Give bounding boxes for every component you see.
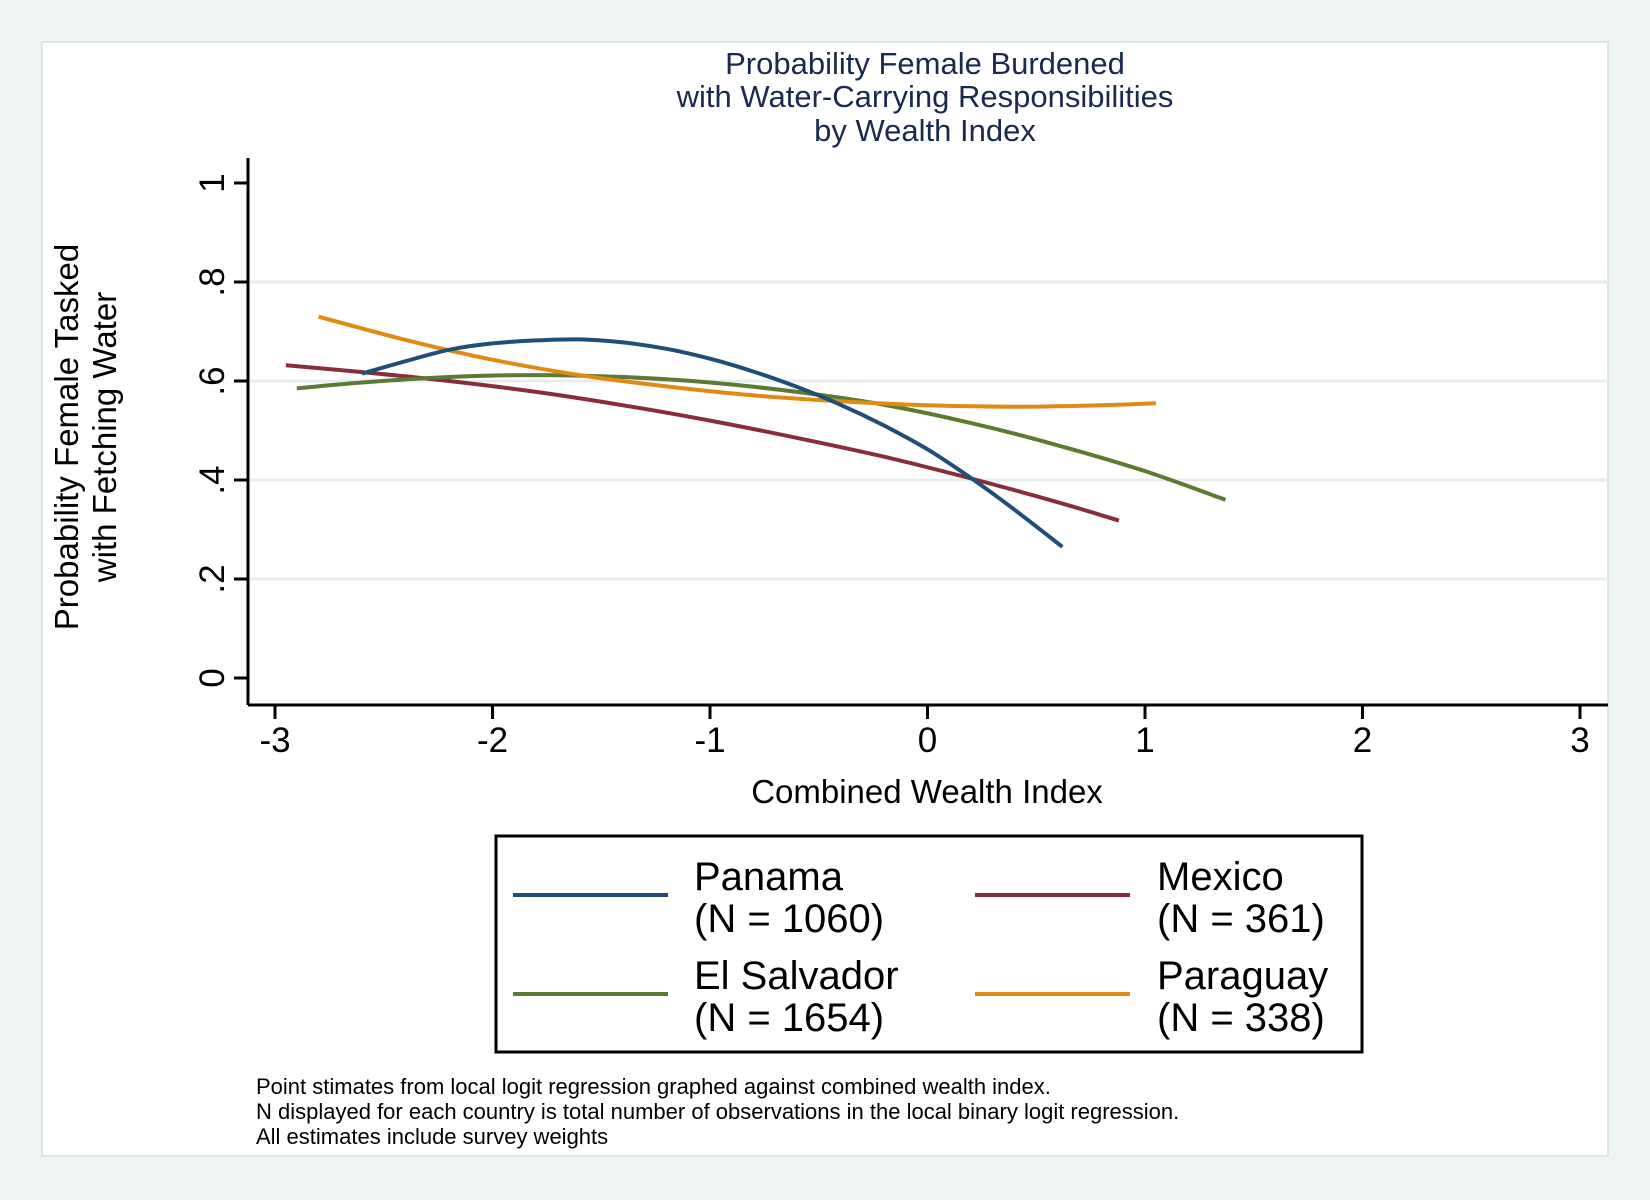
chart-title-line-1: Probability Female Burdened — [725, 46, 1125, 81]
x-tick-label-3: 0 — [918, 721, 937, 760]
series-line-panama — [361, 337, 1064, 549]
x-tick-label-6: 3 — [1570, 721, 1589, 760]
legend-box — [494, 834, 1364, 1054]
y-tick-label-1: .2 — [193, 564, 232, 593]
note-line-3: All estimates include survey weights — [256, 1124, 608, 1149]
y-tick-label-3: .6 — [193, 366, 232, 395]
legend-label-paraguay: Paraguay — [1157, 954, 1328, 998]
x-axis-title: Combined Wealth Index — [751, 773, 1103, 810]
legend-n-paraguay: (N = 338) — [1157, 996, 1325, 1040]
x-tick-label-0: -3 — [259, 721, 290, 760]
legend-label-mexico: Mexico — [1157, 855, 1284, 899]
svg-text:Probability Female Tasked: Probability Female Tasked — [48, 244, 85, 630]
legend-n-el-salvador: (N = 1654) — [694, 996, 884, 1040]
legend-label-el-salvador: El Salvador — [694, 954, 899, 998]
gridlines — [250, 280, 1608, 581]
axes: 0 .2 .4 .6 .8 1 -3 -2 -1 0 1 2 3 — [193, 158, 1608, 760]
x-tick-label-4: 1 — [1135, 721, 1154, 760]
series-lines — [285, 314, 1227, 549]
legend: Panama (N = 1060) Mexico (N = 361) El Sa… — [494, 834, 1364, 1054]
x-tick-label-1: -2 — [477, 721, 508, 760]
x-tick-label-2: -1 — [694, 721, 725, 760]
chart-title-line-3: by Wealth Index — [814, 113, 1036, 148]
y-axis-title: Probability Female Tasked with Fetching … — [48, 244, 123, 630]
legend-n-panama: (N = 1060) — [694, 897, 884, 941]
series-line-el-salvador — [296, 373, 1227, 502]
series-line-paraguay — [317, 314, 1156, 409]
legend-n-mexico: (N = 361) — [1157, 897, 1325, 941]
note-line-2: N displayed for each country is total nu… — [256, 1099, 1179, 1124]
x-tick-label-5: 2 — [1353, 721, 1372, 760]
y-tick-label-0: 0 — [193, 668, 232, 687]
y-tick-label-5: 1 — [193, 173, 232, 192]
chart-title-line-2: with Water-Carrying Responsibilities — [676, 79, 1174, 114]
svg-text:with Fetching Water: with Fetching Water — [86, 292, 123, 583]
y-tick-label-2: .4 — [193, 465, 232, 494]
legend-label-panama: Panama — [694, 855, 844, 899]
note-line-1: Point stimates from local logit regressi… — [256, 1074, 1051, 1099]
y-tick-label-4: .8 — [193, 267, 232, 296]
